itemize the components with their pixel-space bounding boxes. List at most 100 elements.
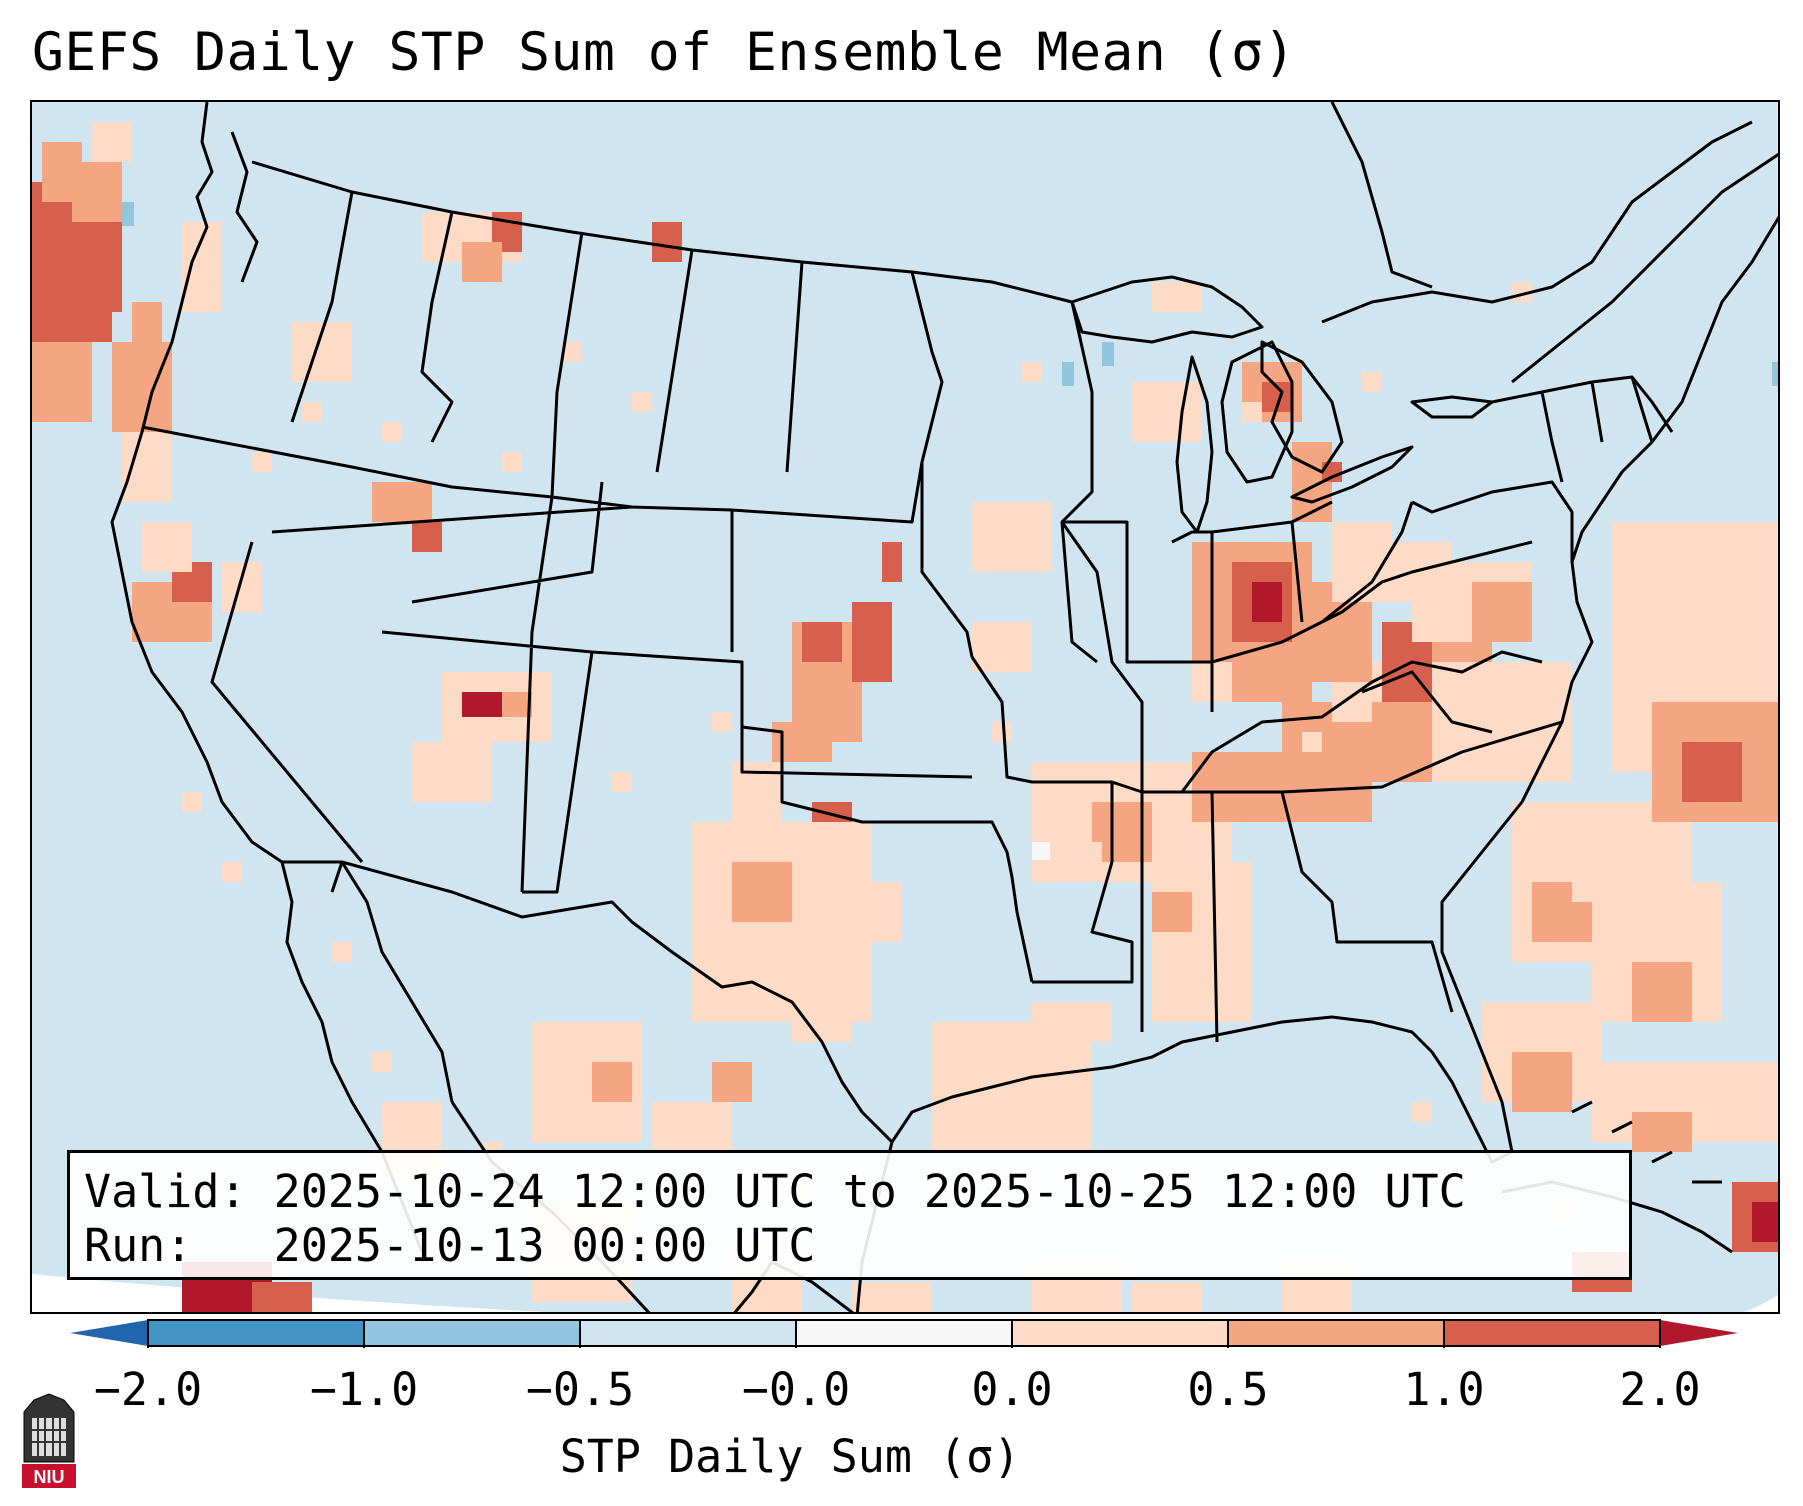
field-cell <box>852 1282 932 1312</box>
field-cell <box>462 242 502 282</box>
svg-text:NIU: NIU <box>34 1467 65 1487</box>
field-cell <box>882 542 902 582</box>
field-cell <box>802 622 842 662</box>
colorbar-tick-label: 1.0 <box>1403 1363 1485 1416</box>
lake-huron <box>1260 340 1344 474</box>
st-lawrence <box>1511 152 1778 384</box>
field-cell <box>652 1102 732 1152</box>
field-cell <box>1302 732 1322 752</box>
field-cell <box>1412 1102 1432 1122</box>
run-time: 2025-10-13 00:00 UTC <box>273 1219 816 1272</box>
field-cell <box>1082 842 1102 862</box>
field-cell <box>1772 362 1778 386</box>
colorbar-label: STP Daily Sum (σ) <box>559 1430 1021 1483</box>
colorbar-tick-label: 0.0 <box>971 1363 1053 1416</box>
field-cell <box>1252 582 1282 622</box>
field-cell <box>332 942 352 962</box>
lake-erie <box>1290 445 1414 504</box>
field-cell <box>412 742 492 802</box>
stp-anomaly-field <box>32 122 1778 1312</box>
field-cell <box>1032 1002 1112 1042</box>
projection-edge-se <box>1743 1294 1778 1312</box>
map-canvas <box>32 102 1778 1312</box>
lake-superior <box>1070 275 1264 344</box>
field-cell <box>252 1282 312 1312</box>
field-cell <box>412 522 442 552</box>
field-cell <box>182 792 202 812</box>
field-cell <box>372 1052 392 1072</box>
colorbar-outline <box>147 1319 1661 1347</box>
colorbar-under-arrow <box>70 1320 148 1346</box>
field-cell <box>1132 382 1202 442</box>
bahamas <box>1571 1100 1722 1184</box>
field-cell <box>1242 402 1262 422</box>
field-cell <box>1752 1202 1778 1242</box>
canada-east-border <box>1321 120 1753 324</box>
field-cell <box>222 562 262 612</box>
colorbar-tick-label: 0.5 <box>1187 1363 1269 1416</box>
field-cell <box>972 622 1032 672</box>
field-cell <box>252 452 272 472</box>
field-cell <box>852 602 892 682</box>
field-cell <box>502 692 532 717</box>
field-cell <box>1682 742 1742 802</box>
field-cell <box>612 772 632 792</box>
field-cell <box>372 482 432 522</box>
field-cell <box>302 402 322 422</box>
field-cell <box>32 342 92 422</box>
colorbar-segment <box>1444 1320 1661 1346</box>
field-cell <box>1472 582 1532 642</box>
colorbar-segment <box>580 1320 797 1346</box>
colorbar-segment <box>1228 1320 1445 1346</box>
colorbar-segment <box>796 1320 1013 1346</box>
field-cell <box>1152 282 1202 312</box>
field-cell <box>502 452 522 472</box>
field-cell <box>1512 1052 1572 1112</box>
run-label: Run: <box>84 1219 193 1272</box>
field-cell <box>1362 372 1382 392</box>
field-cell <box>1192 752 1372 822</box>
colorbar <box>70 1319 1738 1348</box>
projection-edge-sw <box>32 1274 204 1312</box>
colorbar-tick-label: −0.5 <box>525 1363 635 1416</box>
field-cell <box>1132 1282 1202 1312</box>
gulf-of-california <box>340 861 454 1103</box>
field-cell <box>992 722 1012 742</box>
field-cell <box>732 862 792 922</box>
field-cell <box>792 982 852 1042</box>
colorbar-tick-label: −2.0 <box>93 1363 203 1416</box>
field-cell <box>132 302 162 342</box>
field-cell <box>632 392 652 412</box>
field-cell <box>1022 362 1042 382</box>
map-panel <box>30 100 1780 1314</box>
niu-logo: NIU <box>22 1393 76 1488</box>
lake-ontario <box>1410 395 1494 419</box>
field-cell <box>122 202 134 226</box>
colorbar-over-arrow <box>1660 1320 1738 1346</box>
colorbar-segment <box>364 1320 581 1346</box>
field-cell <box>62 222 122 312</box>
field-cell <box>712 712 732 732</box>
field-cell <box>1632 962 1692 1022</box>
field-cell <box>1032 842 1050 860</box>
colorbar-tick-label: 2.0 <box>1619 1363 1701 1416</box>
colorbar-tick-label: −0.0 <box>741 1363 851 1416</box>
field-cell <box>712 1062 752 1102</box>
field-cell <box>92 122 132 162</box>
map-title: GEFS Daily STP Sum of Ensemble Mean (σ) <box>32 22 1296 83</box>
state-borders <box>141 191 1674 1043</box>
puget-sound <box>230 131 259 283</box>
field-cell <box>652 222 682 262</box>
valid-time-box: Valid: 2025-10-24 12:00 UTC to 2025-10-2… <box>67 1150 1632 1280</box>
us-mexico-border <box>282 860 894 1144</box>
field-cell <box>122 432 172 502</box>
field-cell <box>1152 862 1252 1022</box>
west-coast <box>110 102 283 864</box>
colorbar-tick-label: −1.0 <box>309 1363 419 1416</box>
field-cell <box>1152 892 1192 932</box>
field-cell <box>832 892 852 912</box>
field-cell <box>852 882 902 942</box>
colorbar-segment <box>1012 1320 1229 1346</box>
field-cell <box>382 422 402 442</box>
field-cell <box>142 522 192 572</box>
